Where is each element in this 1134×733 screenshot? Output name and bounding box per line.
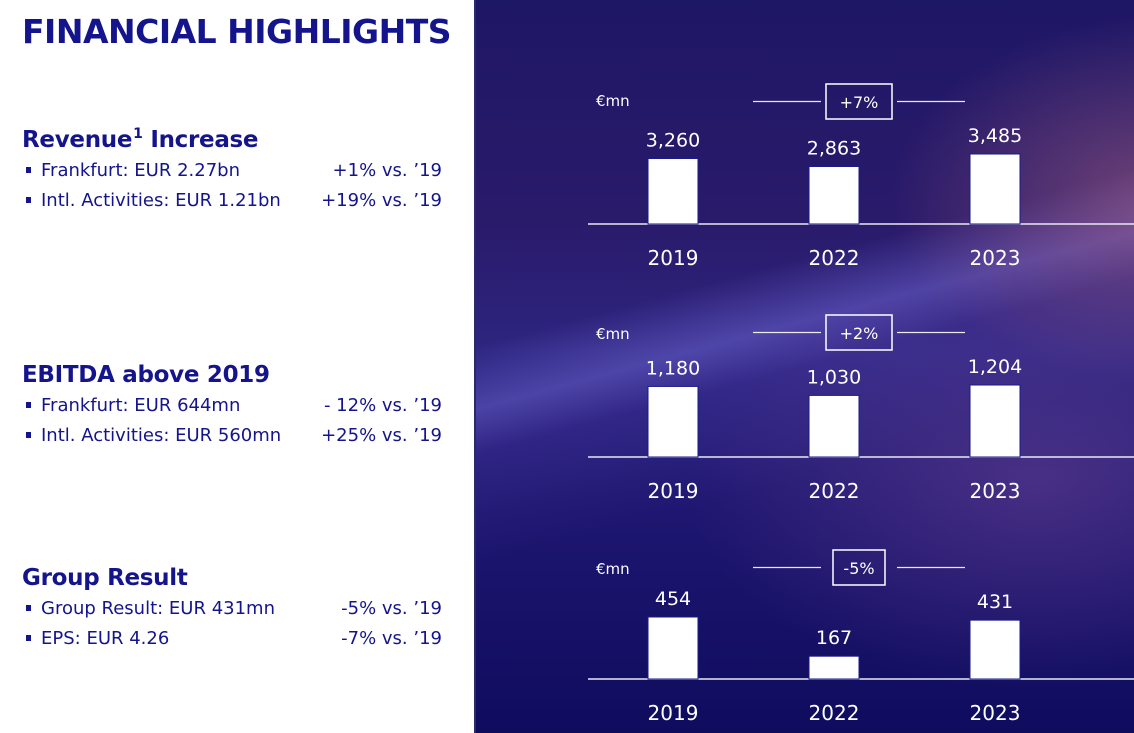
value-label: 454 bbox=[655, 588, 691, 610]
category-label: 2023 bbox=[970, 246, 1021, 270]
bullet-item: Intl. Activities: EUR 560mn +25% vs. ’19 bbox=[22, 424, 452, 448]
change-badge: +7% bbox=[840, 93, 879, 112]
ebitda-section: EBITDA above 2019 Frankfurt: EUR 644mn - … bbox=[22, 362, 452, 448]
bar-2019 bbox=[647, 385, 699, 458]
value-label: 1,030 bbox=[807, 366, 861, 388]
value-label: 3,485 bbox=[968, 125, 1022, 147]
value-label: 1,204 bbox=[968, 356, 1022, 378]
value-label: 1,180 bbox=[646, 357, 700, 379]
bullet-item: Group Result: EUR 431mn -5% vs. ’19 bbox=[22, 597, 452, 621]
footnote-marker: 1 bbox=[133, 126, 143, 142]
bar-2022 bbox=[808, 165, 860, 225]
heading-text: Revenue bbox=[22, 127, 133, 153]
change-badge-box bbox=[832, 549, 886, 586]
category-label: 2022 bbox=[809, 479, 860, 503]
bar-2022 bbox=[808, 394, 860, 458]
bullet-change: +1% vs. ’19 bbox=[332, 160, 442, 181]
category-label: 2022 bbox=[809, 701, 860, 725]
bullet-item: Frankfurt: EUR 644mn - 12% vs. ’19 bbox=[22, 394, 452, 418]
bullet-item: Frankfurt: EUR 2.27bn +1% vs. ’19 bbox=[22, 159, 452, 183]
section-heading: Group Result bbox=[22, 565, 188, 591]
change-badge-box bbox=[825, 83, 893, 120]
panel-divider bbox=[474, 0, 476, 733]
highlights-text-panel: FINANCIAL HIGHLIGHTS Revenue1 Increase F… bbox=[0, 0, 476, 733]
heading-text-rest: Increase bbox=[142, 127, 259, 153]
bullet-item: EPS: EUR 4.26 -7% vs. ’19 bbox=[22, 627, 452, 651]
category-label: 2022 bbox=[809, 246, 860, 270]
bullet-change: +19% vs. ’19 bbox=[321, 190, 442, 211]
bullet-item: Intl. Activities: EUR 1.21bn +19% vs. ’19 bbox=[22, 189, 452, 213]
bar-2019 bbox=[647, 158, 699, 225]
bar-2019 bbox=[647, 616, 699, 680]
section-heading: Revenue1 Increase bbox=[22, 126, 452, 153]
section-heading: EBITDA above 2019 bbox=[22, 362, 270, 388]
bullet-label: Frankfurt: EUR 2.27bn bbox=[22, 159, 240, 183]
bullet-change: +25% vs. ’19 bbox=[321, 425, 442, 446]
bullet-change: -7% vs. ’19 bbox=[341, 628, 442, 649]
value-label: 3,260 bbox=[646, 130, 700, 152]
unit-label: €mn bbox=[596, 325, 630, 343]
unit-label: €mn bbox=[596, 92, 630, 110]
bullet-change: -5% vs. ’19 bbox=[341, 598, 442, 619]
change-badge-box bbox=[825, 314, 893, 351]
value-label: 431 bbox=[977, 591, 1013, 613]
bullet-change: - 12% vs. ’19 bbox=[323, 395, 442, 416]
category-label: 2023 bbox=[970, 701, 1021, 725]
category-label: 2019 bbox=[648, 701, 699, 725]
value-label: 2,863 bbox=[807, 137, 861, 159]
group-result-section: Group Result Group Result: EUR 431mn -5% … bbox=[22, 565, 452, 651]
bullet-label: EPS: EUR 4.26 bbox=[22, 627, 169, 651]
category-label: 2023 bbox=[970, 479, 1021, 503]
bar-2023 bbox=[969, 153, 1021, 225]
value-label: 167 bbox=[816, 627, 852, 649]
category-label: 2019 bbox=[648, 246, 699, 270]
bar-charts: €mn +7% 3,260 2019 2,863 2022 3,485 2023 €mn +2% 1… bbox=[588, 83, 1134, 725]
bullet-label: Group Result: EUR 431mn bbox=[22, 597, 275, 621]
unit-label: €mn bbox=[596, 560, 630, 578]
revenue-section: Revenue1 Increase Frankfurt: EUR 2.27bn +… bbox=[22, 126, 452, 213]
change-badge: -5% bbox=[843, 559, 874, 578]
charts-panel: €mn +7% 3,260 2019 2,863 2022 3,485 2023 €mn +2% 1… bbox=[476, 0, 1134, 733]
page-title: FINANCIAL HIGHLIGHTS bbox=[22, 12, 452, 51]
bullet-label: Frankfurt: EUR 644mn bbox=[22, 394, 240, 418]
bar-2023 bbox=[969, 384, 1021, 458]
bar-2023 bbox=[969, 619, 1021, 680]
bullet-label: Intl. Activities: EUR 560mn bbox=[22, 424, 281, 448]
change-badge: +2% bbox=[840, 324, 879, 343]
bar-2022 bbox=[808, 655, 860, 680]
bullet-label: Intl. Activities: EUR 1.21bn bbox=[22, 189, 281, 213]
category-label: 2019 bbox=[648, 479, 699, 503]
